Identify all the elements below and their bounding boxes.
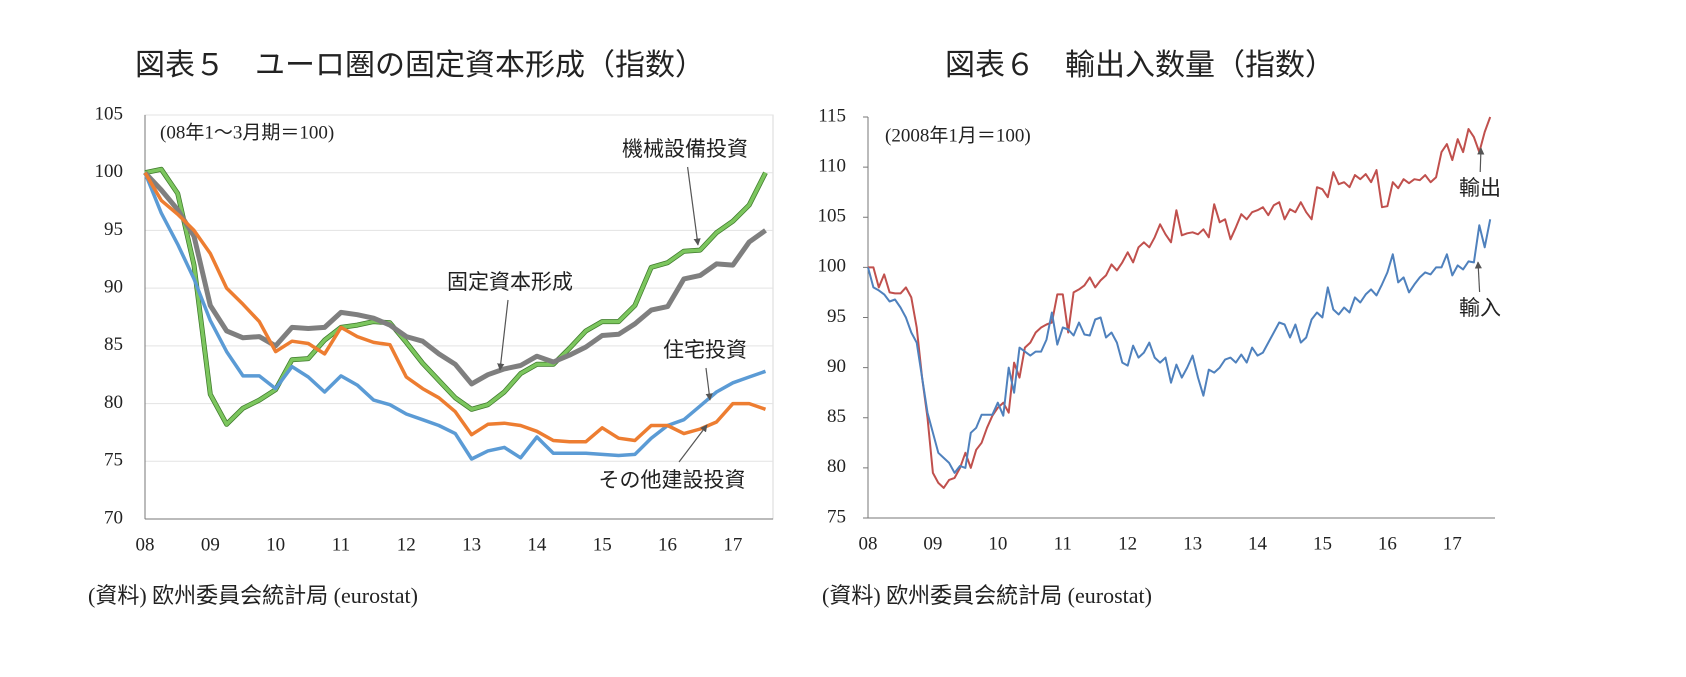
x-tick-label: 15: [1313, 533, 1332, 554]
y-tick-label: 100: [95, 161, 124, 182]
label-arrow: [687, 166, 701, 246]
label-arrow: [1474, 261, 1482, 293]
series-label: その他建設投資: [599, 468, 746, 492]
y-tick-label: 80: [104, 392, 123, 413]
y-tick-label: 90: [827, 356, 846, 377]
chart-title: 図表６ 輸出入数量（指数）: [945, 49, 1335, 82]
series-line: [143, 171, 767, 444]
y-tick-label: 110: [818, 155, 846, 176]
y-tick-label: 75: [827, 506, 846, 527]
series-line: [868, 116, 1492, 489]
y-tick-label: 85: [104, 334, 123, 355]
x-tick-label: 09: [923, 533, 942, 554]
x-tick-label: 13: [462, 534, 481, 555]
x-tick-label: 10: [988, 533, 1007, 554]
x-tick-label: 09: [201, 534, 220, 555]
y-tick-label: 105: [818, 206, 847, 227]
x-tick-label: 13: [1183, 533, 1202, 554]
y-tick-label: 85: [827, 406, 846, 427]
y-tick-label: 105: [95, 103, 124, 124]
label-arrow: [705, 367, 713, 401]
series-label: 機械設備投資: [622, 137, 748, 161]
series-line: [867, 219, 1492, 474]
series-label: 固定資本形成: [447, 270, 573, 294]
series-line: [144, 167, 768, 427]
x-tick-label: 11: [332, 534, 350, 555]
label-arrow: [1477, 147, 1485, 173]
x-tick-label: 10: [266, 534, 285, 555]
y-tick-label: 95: [104, 219, 123, 240]
note: (2008年1月＝100): [885, 124, 1031, 146]
series-label: 住宅投資: [663, 338, 747, 362]
x-tick-label: 08: [136, 534, 155, 555]
x-tick-label: 08: [859, 533, 878, 554]
label-arrow: [497, 299, 509, 371]
y-tick-label: 75: [104, 450, 123, 471]
source: (資料) 欧州委員会統計局 (eurostat): [88, 583, 418, 608]
x-tick-label: 17: [1443, 533, 1462, 554]
plot-frame: [144, 114, 774, 520]
chart-title: 図表５ ユーロ圏の固定資本形成（指数）: [135, 49, 705, 82]
y-tick-label: 100: [818, 256, 847, 277]
x-tick-label: 16: [658, 534, 677, 555]
series-line: [143, 172, 767, 461]
x-tick-label: 15: [593, 534, 612, 555]
source: (資料) 欧州委員会統計局 (eurostat): [822, 583, 1152, 608]
y-tick-label: 80: [827, 456, 846, 477]
y-tick-label: 115: [818, 105, 846, 126]
y-tick-label: 95: [827, 306, 846, 327]
series-label: 輸出: [1459, 176, 1501, 200]
x-tick-label: 16: [1378, 533, 1397, 554]
y-tick-label: 70: [104, 507, 123, 528]
x-tick-label: 14: [527, 534, 547, 555]
x-tick-label: 17: [723, 534, 742, 555]
x-tick-label: 11: [1054, 533, 1072, 554]
x-tick-label: 12: [397, 534, 416, 555]
x-tick-label: 14: [1248, 533, 1268, 554]
y-tick-label: 90: [104, 277, 123, 298]
label-arrow: [678, 424, 708, 463]
x-tick-label: 12: [1118, 533, 1137, 554]
series-label: 輸入: [1459, 296, 1501, 320]
note: (08年1～3月期＝100): [160, 121, 334, 143]
series-line: [143, 170, 767, 387]
